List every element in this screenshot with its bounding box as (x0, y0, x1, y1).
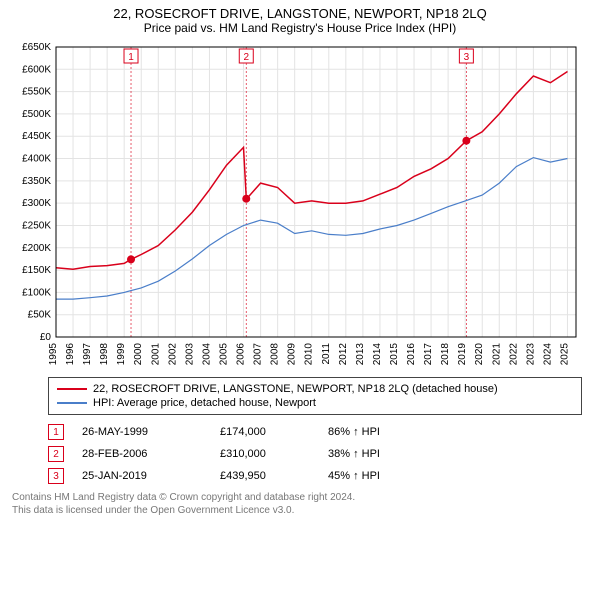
svg-text:1: 1 (128, 52, 134, 63)
footer-attribution: Contains HM Land Registry data © Crown c… (12, 491, 582, 517)
svg-text:2022: 2022 (508, 343, 519, 366)
svg-text:2019: 2019 (457, 343, 468, 366)
svg-text:2009: 2009 (287, 343, 298, 366)
svg-text:2020: 2020 (474, 343, 485, 366)
svg-text:£500K: £500K (22, 109, 51, 120)
event-date: 28-FEB-2006 (82, 448, 202, 460)
svg-text:2025: 2025 (559, 343, 570, 366)
svg-text:2021: 2021 (491, 343, 502, 366)
svg-text:£350K: £350K (22, 176, 51, 187)
svg-text:2013: 2013 (355, 343, 366, 366)
svg-text:£650K: £650K (22, 42, 51, 53)
svg-text:£0: £0 (40, 332, 52, 343)
legend: 22, ROSECROFT DRIVE, LANGSTONE, NEWPORT,… (48, 377, 582, 415)
events-table: 1 26-MAY-1999 £174,000 86% ↑ HPI 2 28-FEB-200… (48, 421, 582, 487)
svg-text:1997: 1997 (82, 343, 93, 366)
svg-text:£250K: £250K (22, 220, 51, 231)
svg-text:2005: 2005 (218, 343, 229, 366)
legend-label: HPI: Average price, detached house, Newp… (93, 397, 316, 409)
legend-item: 22, ROSECROFT DRIVE, LANGSTONE, NEWPORT,… (57, 382, 573, 396)
svg-text:2023: 2023 (525, 343, 536, 366)
price-chart: £0 £50K £100K £150K £200K £250K £300K £350K £400… (8, 39, 592, 369)
svg-text:£100K: £100K (22, 287, 51, 298)
svg-text:2001: 2001 (150, 343, 161, 366)
svg-text:2012: 2012 (338, 343, 349, 366)
svg-text:1996: 1996 (65, 343, 76, 366)
svg-text:£300K: £300K (22, 198, 51, 209)
svg-text:1999: 1999 (116, 343, 127, 366)
svg-text:£450K: £450K (22, 131, 51, 142)
svg-text:£550K: £550K (22, 87, 51, 98)
svg-text:2017: 2017 (423, 343, 434, 366)
event-marker-box: 3 (48, 468, 64, 484)
svg-text:2016: 2016 (406, 343, 417, 366)
event-marker-box: 1 (48, 424, 64, 440)
legend-swatch (57, 388, 87, 390)
event-price: £439,950 (220, 470, 310, 482)
svg-text:£200K: £200K (22, 243, 51, 254)
footer-line-1: Contains HM Land Registry data © Crown c… (12, 491, 582, 504)
svg-text:2018: 2018 (440, 343, 451, 366)
chart-container: £0 £50K £100K £150K £200K £250K £300K £350K £400… (8, 39, 592, 369)
svg-text:2024: 2024 (542, 343, 553, 366)
legend-swatch (57, 402, 87, 404)
svg-text:3: 3 (464, 52, 470, 63)
legend-item: HPI: Average price, detached house, Newp… (57, 396, 573, 410)
svg-text:2008: 2008 (270, 343, 281, 366)
svg-text:2007: 2007 (253, 343, 264, 366)
svg-text:2003: 2003 (184, 343, 195, 366)
svg-text:2002: 2002 (167, 343, 178, 366)
svg-text:£150K: £150K (22, 265, 51, 276)
svg-text:2011: 2011 (321, 343, 332, 365)
event-marker-box: 2 (48, 446, 64, 462)
event-row: 3 25-JAN-2019 £439,950 45% ↑ HPI (48, 465, 582, 487)
event-date: 25-JAN-2019 (82, 470, 202, 482)
svg-text:2014: 2014 (372, 343, 383, 366)
svg-text:2015: 2015 (389, 343, 400, 366)
svg-text:1998: 1998 (99, 343, 110, 366)
svg-text:£600K: £600K (22, 64, 51, 75)
svg-text:2004: 2004 (201, 343, 212, 366)
svg-text:2000: 2000 (133, 343, 144, 366)
svg-text:2006: 2006 (236, 343, 247, 366)
page-title: 22, ROSECROFT DRIVE, LANGSTONE, NEWPORT,… (0, 0, 600, 21)
footer-line-2: This data is licensed under the Open Gov… (12, 504, 582, 517)
svg-text:1995: 1995 (48, 343, 59, 366)
event-date: 26-MAY-1999 (82, 426, 202, 438)
page-subtitle: Price paid vs. HM Land Registry's House … (0, 21, 600, 39)
event-row: 2 28-FEB-2006 £310,000 38% ↑ HPI (48, 443, 582, 465)
legend-label: 22, ROSECROFT DRIVE, LANGSTONE, NEWPORT,… (93, 383, 498, 395)
event-delta: 86% ↑ HPI (328, 426, 380, 438)
event-delta: 45% ↑ HPI (328, 470, 380, 482)
svg-text:2010: 2010 (304, 343, 315, 366)
event-price: £310,000 (220, 448, 310, 460)
svg-text:£50K: £50K (28, 310, 52, 321)
svg-text:2: 2 (243, 52, 249, 63)
svg-text:£400K: £400K (22, 154, 51, 165)
event-delta: 38% ↑ HPI (328, 448, 380, 460)
event-price: £174,000 (220, 426, 310, 438)
event-row: 1 26-MAY-1999 £174,000 86% ↑ HPI (48, 421, 582, 443)
